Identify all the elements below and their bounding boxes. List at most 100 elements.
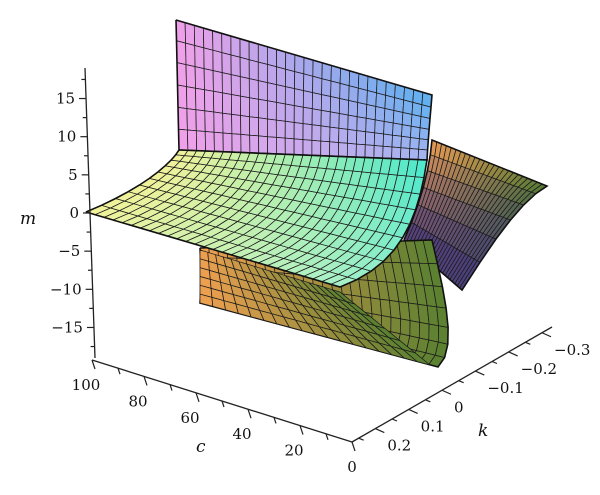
surface-patch <box>276 137 286 155</box>
surface-patch <box>302 90 313 110</box>
surface-edge <box>85 149 428 288</box>
c-axis-minor-tick <box>117 368 121 375</box>
k-axis-tick <box>508 351 518 357</box>
c-tick-label: 0 <box>347 458 357 476</box>
surface-patch <box>382 145 393 159</box>
c-axis-tick <box>195 392 200 402</box>
m-tick-label: −15 <box>51 318 83 336</box>
surface-patch <box>293 138 304 156</box>
surface-patch <box>213 90 224 114</box>
surface-patch <box>294 71 305 91</box>
surface-patch <box>321 78 332 97</box>
surface-patch <box>212 49 223 73</box>
surface-patch <box>213 131 224 153</box>
surface-patch <box>410 125 421 140</box>
surface-patch <box>276 66 286 87</box>
surface-patch <box>356 130 367 146</box>
surface-patch <box>382 133 393 148</box>
surface-patch <box>383 121 394 136</box>
surface-patch <box>373 145 384 159</box>
surface-patch <box>411 102 423 117</box>
surface-patch <box>258 98 268 120</box>
c-axis-tick <box>299 425 304 435</box>
surface-branch-upper <box>175 19 433 161</box>
surface-patch <box>267 118 277 138</box>
surface-edge <box>403 138 549 292</box>
surface-patch <box>355 143 366 158</box>
k-axis-minor-tick <box>525 341 531 345</box>
surface-patch <box>240 115 251 136</box>
m-axis-title: m <box>20 209 36 229</box>
surface-patch <box>194 45 205 69</box>
m-tick-label: 0 <box>69 204 79 222</box>
surface-patch <box>284 86 295 106</box>
k-axis-minor-tick <box>491 360 498 365</box>
surface-patch <box>231 94 241 116</box>
surface-patch <box>409 320 420 339</box>
surface-patch <box>203 68 214 92</box>
k-tick-label: 0 <box>454 398 464 416</box>
surface-patch <box>195 87 206 112</box>
k-axis-minor-tick <box>425 399 431 403</box>
k-axis-tick <box>408 408 418 414</box>
surface-patch <box>267 136 277 155</box>
k-tick-label: −0.3 <box>554 341 590 359</box>
surface-patch <box>393 97 405 113</box>
surface-patch <box>293 122 304 140</box>
surface-patch <box>409 137 420 150</box>
surface-patch <box>400 135 411 149</box>
c-axis-minor-tick <box>169 384 173 391</box>
surface-patch <box>365 104 377 121</box>
surface-patch <box>384 94 395 111</box>
c-axis-tick <box>91 359 96 370</box>
k-axis-title: k <box>478 421 488 441</box>
surface-patch <box>267 100 277 121</box>
surface-patch <box>402 99 414 115</box>
surface-patch <box>239 56 250 79</box>
k-axis-tick <box>441 389 452 395</box>
surface-patch <box>330 80 341 99</box>
surface-patch <box>204 110 215 133</box>
surface-patch <box>329 126 340 143</box>
surface-patch <box>187 129 198 152</box>
surface-patch <box>339 83 350 101</box>
c-axis-minor-tick <box>273 417 277 424</box>
surface-patch <box>248 78 259 100</box>
surface-patch <box>408 148 420 160</box>
k-tick-label: −0.1 <box>487 379 523 397</box>
surface-patch <box>417 148 428 161</box>
k-axis-tick <box>541 332 552 338</box>
m-tick-label: −5 <box>58 242 80 260</box>
surface-patch <box>302 123 313 141</box>
surface-patch <box>302 106 313 126</box>
surface-patch <box>399 318 411 337</box>
surface-patch <box>338 127 349 144</box>
surface-patch <box>284 120 295 140</box>
surface-patch <box>184 22 196 46</box>
c-axis-tick <box>351 441 356 452</box>
surface-patch <box>222 92 232 115</box>
surface-patch <box>203 47 214 71</box>
surface-patch <box>177 84 188 109</box>
surface-patch <box>390 316 401 335</box>
surface-patch <box>275 119 286 139</box>
surface-patch <box>366 90 377 107</box>
surface-patch <box>338 113 349 130</box>
surface-patch <box>392 110 404 125</box>
surface-patch <box>346 142 357 158</box>
k-axis-tick <box>475 370 485 376</box>
surface-patch <box>239 38 250 61</box>
surface-patch <box>249 97 259 119</box>
m-tick-label: 5 <box>68 166 78 184</box>
c-tick-label: 100 <box>72 376 101 394</box>
surface-patch <box>402 349 431 366</box>
surface-patch <box>374 106 386 122</box>
surface-patch <box>231 133 242 153</box>
surface-mesh <box>85 19 549 368</box>
c-axis-minor-tick <box>221 400 225 408</box>
surface-patch <box>357 87 368 105</box>
surface-patch <box>257 61 268 83</box>
surface-patch <box>391 146 402 160</box>
surface-patch <box>267 64 277 85</box>
surface-patch <box>257 80 268 102</box>
